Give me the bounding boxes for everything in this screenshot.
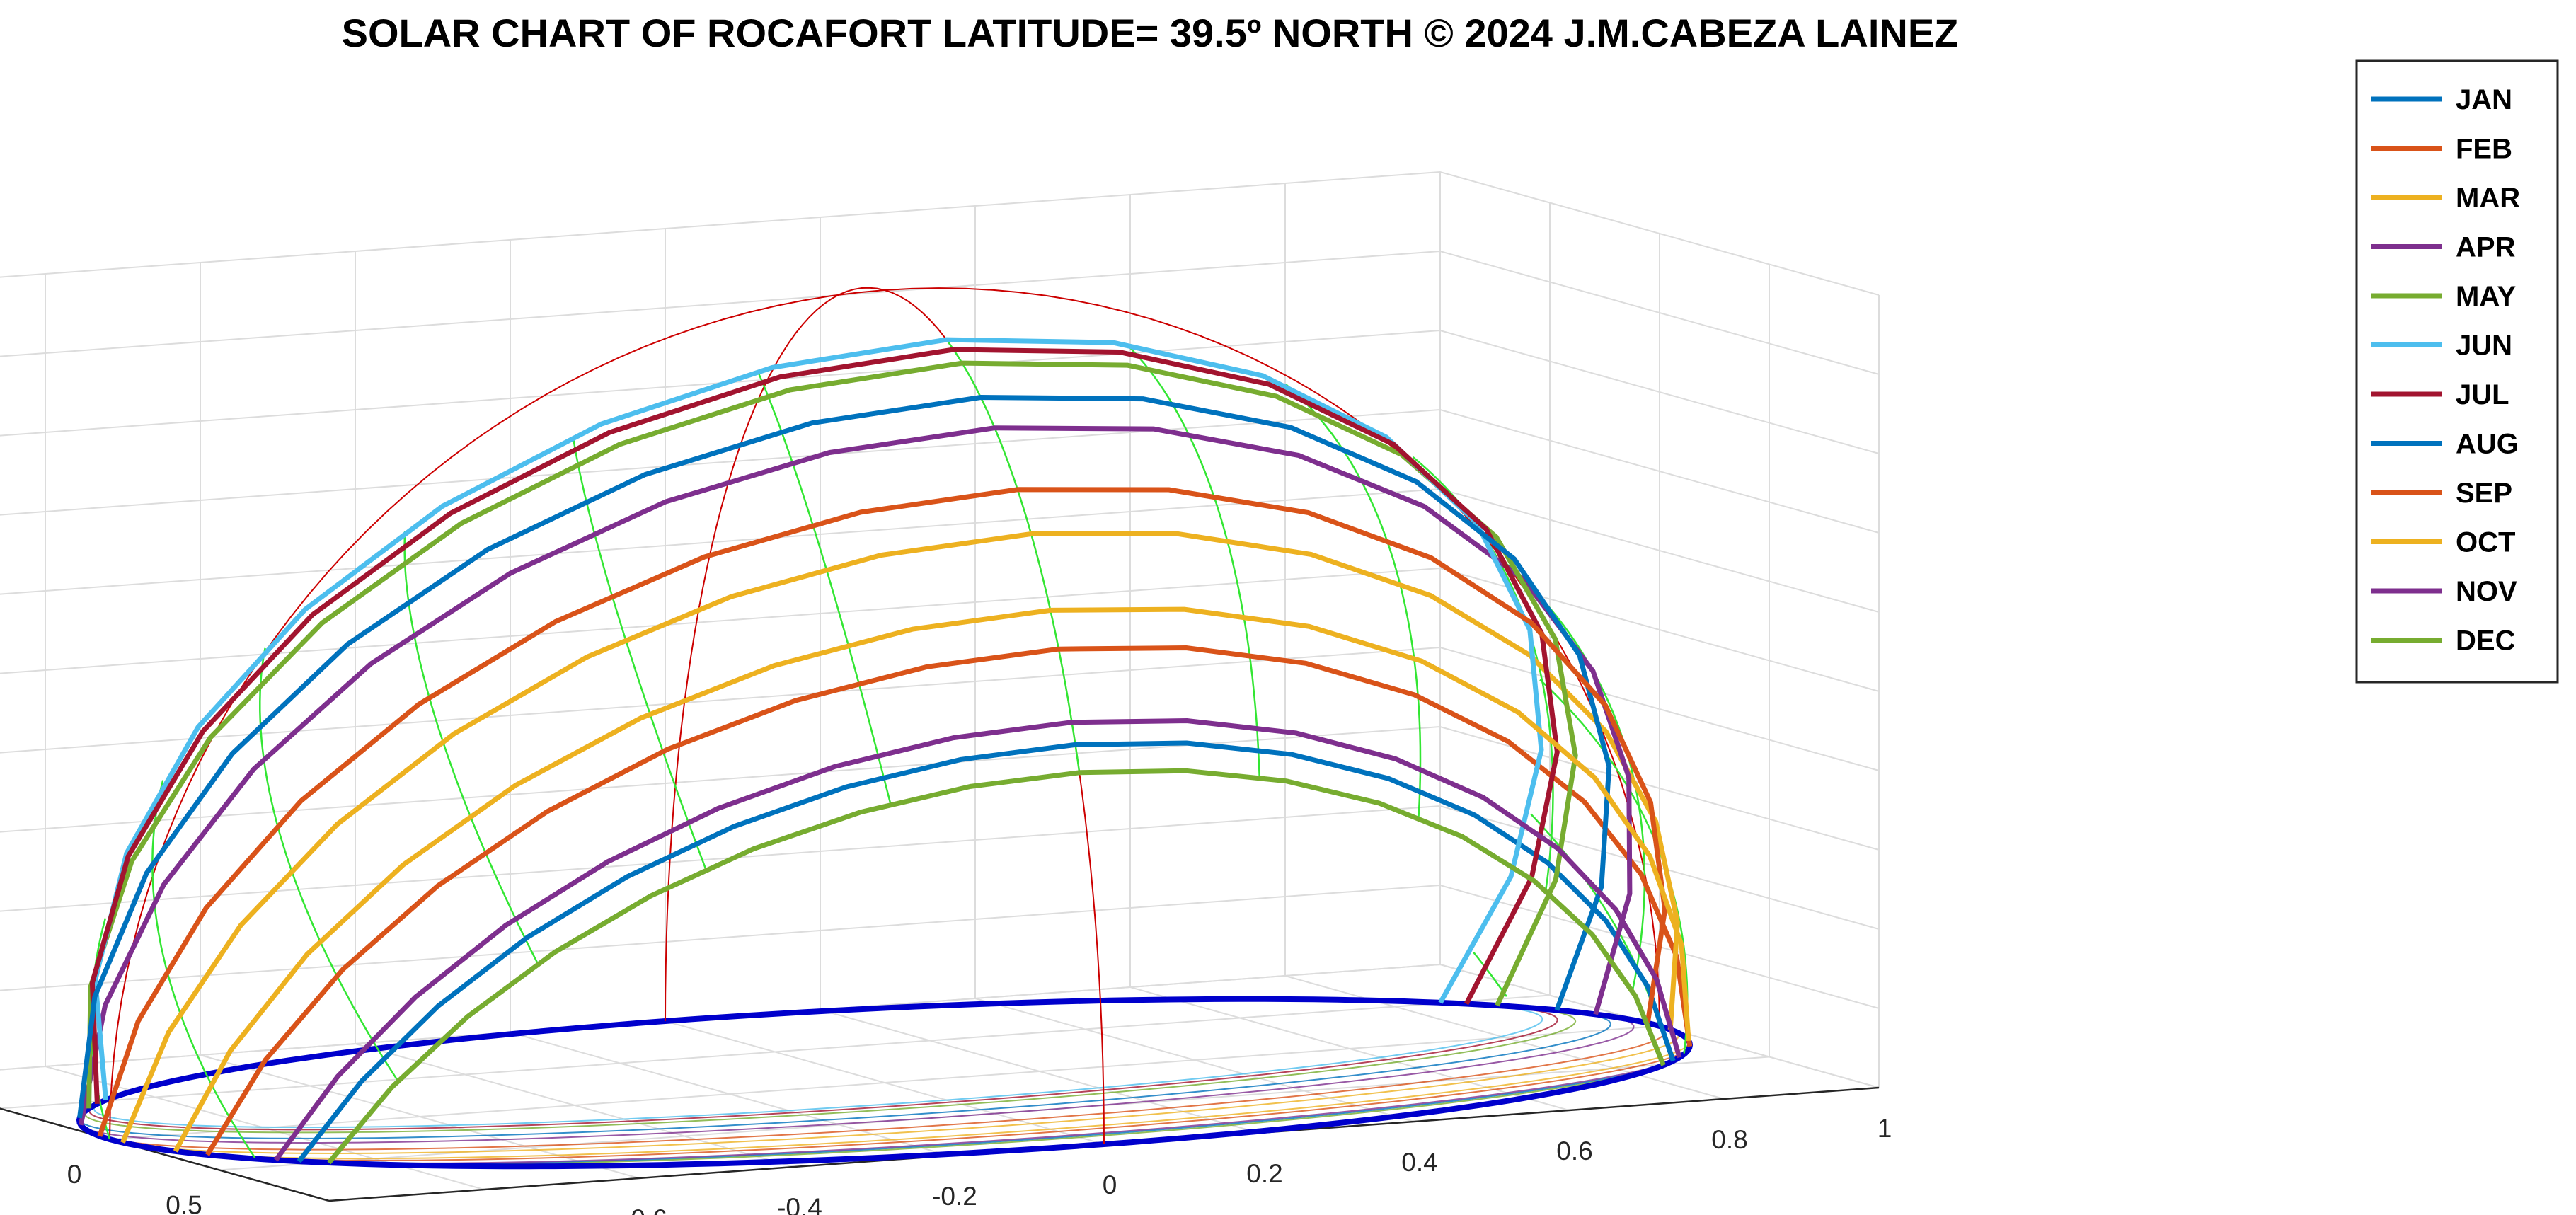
- legend-label-nov: NOV: [2456, 576, 2517, 607]
- floor-projection-feb: [207, 1046, 1691, 1161]
- y-tick-label: 0.6: [1556, 1136, 1592, 1165]
- sun-path-sep: [97, 487, 1668, 1137]
- hour-line: [1126, 343, 1260, 778]
- sun-path-oct: [173, 606, 1691, 1153]
- floor-projection-may: [84, 1005, 1577, 1134]
- y-tick-label: -0.2: [932, 1182, 977, 1211]
- floor-projection-sep: [99, 1022, 1666, 1151]
- hour-line: [757, 371, 892, 805]
- y-tick-label: 0.8: [1711, 1125, 1747, 1154]
- x-tick-label: 0: [67, 1160, 82, 1189]
- hour-line: [572, 436, 707, 870]
- grid-line-z: [0, 488, 1880, 613]
- floor-projection-oct: [175, 1040, 1690, 1160]
- legend-label-aug: AUG: [2456, 429, 2519, 460]
- grid-line-z: [0, 408, 1880, 534]
- y-tick-label: 1: [1878, 1114, 1892, 1143]
- grid-line-z: [0, 171, 1880, 296]
- floor-projection-nov: [275, 1056, 1680, 1164]
- legend-label-mar: MAR: [2456, 183, 2520, 214]
- legend-label-dec: DEC: [2456, 626, 2515, 657]
- floor-projection-jun: [93, 1001, 1543, 1129]
- hour-line: [403, 531, 539, 964]
- axis-tick-labels: 00.10.20.30.40.50.60.70.80.91-1-0.500.51…: [67, 1114, 1892, 1215]
- hour-lines: [86, 339, 1689, 1158]
- y-tick-label: 0.2: [1246, 1159, 1282, 1188]
- legend-label-apr: APR: [2456, 232, 2516, 263]
- floor-projection-jan: [299, 1060, 1674, 1165]
- floor-projection-aug: [79, 1009, 1611, 1139]
- sun-path-nov: [273, 718, 1682, 1162]
- sun-path-apr: [78, 425, 1633, 1126]
- sun-path-jul: [89, 347, 1560, 1105]
- hour-line: [259, 647, 399, 1082]
- legend-label-jan: JAN: [2456, 84, 2512, 115]
- sun-path-dec: [327, 768, 1666, 1165]
- chart-title: SOLAR CHART OF ROCAFORT LATITUDE= 39.5º …: [342, 11, 1959, 55]
- grid-line-x-floor: [0, 964, 1441, 1071]
- legend-box: [2355, 59, 2559, 684]
- sun-path-jun: [93, 337, 1544, 1101]
- floor-projection-jul: [88, 1003, 1558, 1131]
- hour-line: [945, 339, 1081, 773]
- y-tick-label: -0.6: [622, 1204, 667, 1215]
- grid-line-x-floor: [109, 1025, 1660, 1140]
- legend-label-jun: JUN: [2456, 330, 2512, 362]
- floor-projection-apr: [80, 1013, 1635, 1144]
- hour-line: [151, 780, 256, 1158]
- y-tick-label: 0: [1103, 1170, 1117, 1199]
- meridian-arc-ew: [109, 287, 1660, 1140]
- y-tick-label: -0.4: [777, 1193, 822, 1215]
- legend-label-jul: JUL: [2456, 379, 2509, 410]
- legend-label-oct: OCT: [2456, 527, 2515, 558]
- sun-path-aug: [77, 395, 1612, 1119]
- legend-label-feb: FEB: [2456, 134, 2512, 165]
- hour-line: [1284, 384, 1422, 817]
- x-tick-label: 0.5: [166, 1191, 202, 1215]
- y-tick-label: 0.4: [1401, 1148, 1437, 1177]
- legend-label-may: MAY: [2456, 281, 2517, 312]
- legend: JAN FEB MAR APR MAY JUN JUL AUG SEP OCT NOV DEC: [2355, 59, 2559, 684]
- sun-path-may: [86, 360, 1578, 1109]
- grid-line-z: [0, 250, 1880, 375]
- hour-line: [1473, 951, 1507, 997]
- grid-line-x-floor: [0, 994, 1551, 1110]
- monthly-sun-paths: [77, 337, 1693, 1165]
- sun-path-jan: [297, 740, 1676, 1163]
- legend-label-sep: SEP: [2456, 478, 2512, 509]
